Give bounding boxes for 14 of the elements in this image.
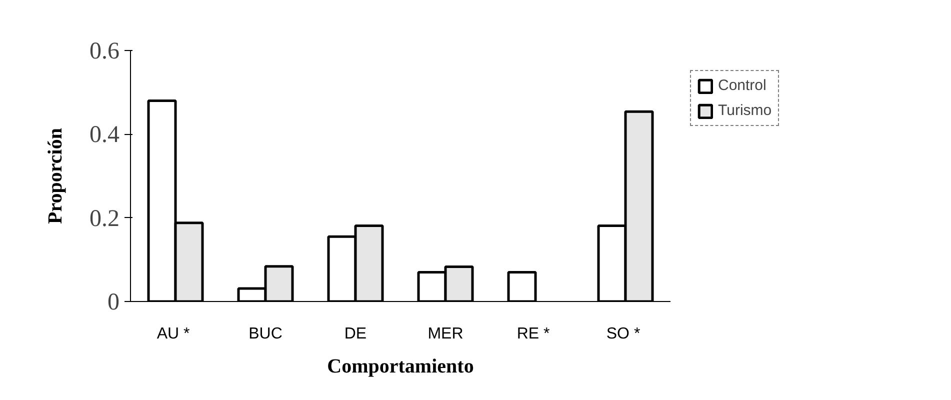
y-tick-label: 0.4 bbox=[90, 122, 120, 148]
x-tick-label: DE bbox=[344, 326, 367, 342]
x-tick-label: SO * bbox=[606, 326, 640, 342]
y-axis-title: Proporción bbox=[44, 128, 66, 224]
legend-label: Turismo bbox=[718, 102, 772, 119]
legend-label: Control bbox=[718, 77, 766, 94]
y-tick-label: 0 bbox=[108, 290, 120, 316]
x-axis-title: Comportamiento bbox=[327, 356, 474, 378]
x-tick-label: BUC bbox=[248, 326, 282, 342]
y-tick-label: 0.2 bbox=[90, 206, 120, 232]
x-tick-label: RE * bbox=[516, 326, 550, 342]
x-tick-label: AU * bbox=[156, 326, 190, 342]
x-tick-label: MER bbox=[428, 326, 464, 342]
y-tick-label: 0.6 bbox=[90, 38, 120, 64]
